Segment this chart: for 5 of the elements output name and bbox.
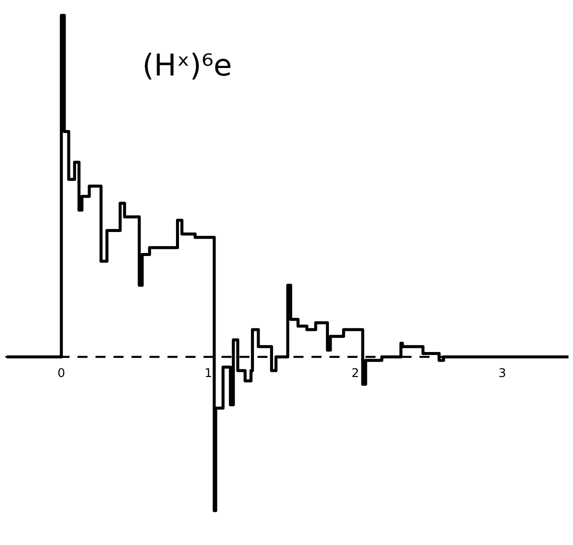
- x-tick-label: 2: [352, 366, 360, 380]
- x-tick-label: 3: [498, 366, 506, 380]
- text: (Hˣ)⁶e: [142, 48, 232, 84]
- x-tick-label: 1: [204, 366, 212, 380]
- x-tick-label: 0: [58, 366, 66, 380]
